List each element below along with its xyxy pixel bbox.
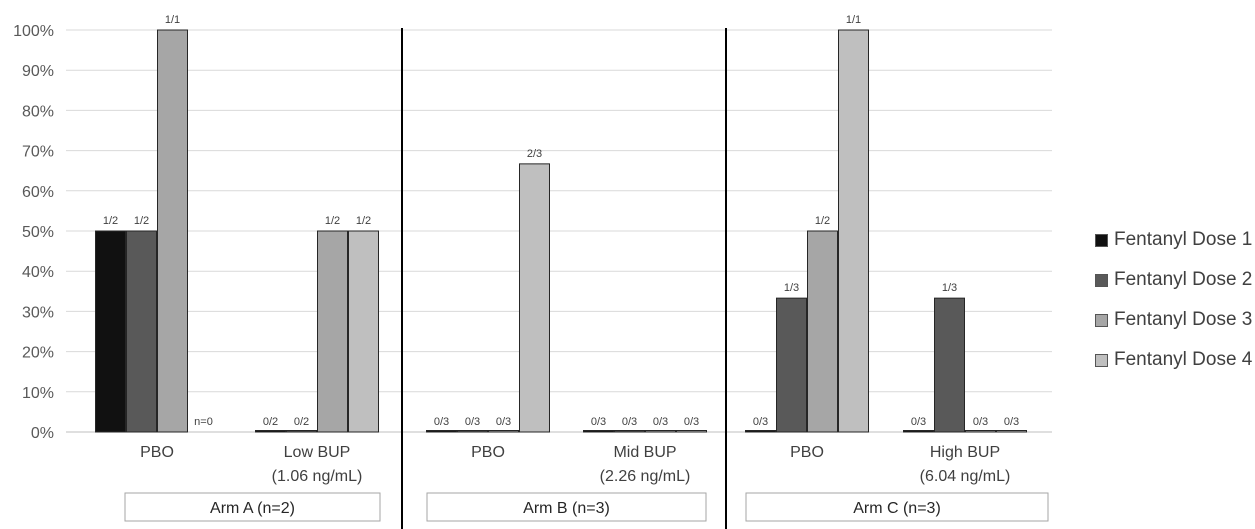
data-label: 0/3 — [591, 416, 606, 428]
data-label: 0/3 — [973, 416, 988, 428]
bar — [745, 430, 776, 433]
data-label: 0/2 — [294, 416, 309, 428]
y-tick-label: 40% — [22, 264, 54, 281]
arm-box — [745, 492, 1049, 522]
bar — [645, 430, 676, 433]
legend: Fentanyl Dose 1 Fentanyl Dose 2 Fentanyl… — [1095, 220, 1252, 380]
bar — [776, 297, 807, 433]
category-label: PBO — [471, 444, 505, 461]
data-label: 2/3 — [527, 148, 542, 160]
arm-label-boxes: Arm A (n=2) Arm B (n=3) Arm C (n=3) — [124, 492, 1049, 522]
bar — [838, 29, 869, 433]
bar — [157, 29, 188, 433]
legend-item-dose-4: Fentanyl Dose 4 — [1095, 340, 1252, 380]
data-label: 0/3 — [911, 416, 926, 428]
legend-item-dose-1: Fentanyl Dose 1 — [1095, 220, 1252, 260]
bar — [255, 430, 286, 433]
data-label: 0/3 — [622, 416, 637, 428]
arm-box — [124, 492, 381, 522]
legend-swatch-dose-3 — [1095, 313, 1108, 327]
category-label: (1.06 ng/mL) — [272, 468, 363, 485]
data-label: 1/1 — [165, 14, 180, 26]
legend-item-dose-2: Fentanyl Dose 2 — [1095, 260, 1252, 300]
data-label: 0/3 — [465, 416, 480, 428]
data-label: 1/1 — [846, 14, 861, 26]
arm-dividers — [401, 28, 727, 529]
gridlines — [66, 29, 1052, 433]
y-tick-label: 70% — [22, 144, 54, 161]
y-tick-label: 100% — [13, 23, 54, 40]
legend-label-dose-3: Fentanyl Dose 3 — [1114, 309, 1253, 330]
arm-label: Arm A (n=2) — [210, 500, 295, 517]
legend-swatch-dose-2 — [1095, 273, 1108, 287]
data-label: 0/3 — [753, 416, 768, 428]
bar — [965, 430, 996, 433]
legend-label-dose-2: Fentanyl Dose 2 — [1114, 269, 1253, 290]
data-label: 0/3 — [434, 416, 449, 428]
y-tick-label: 10% — [22, 385, 54, 402]
category-label: PBO — [790, 444, 824, 461]
bar — [126, 230, 157, 433]
bar — [903, 430, 934, 433]
y-tick-label: 20% — [22, 345, 54, 362]
data-label: 1/2 — [134, 215, 149, 227]
y-tick-label: 50% — [22, 224, 54, 241]
y-tick-label: 90% — [22, 63, 54, 80]
data-label: 0/2 — [263, 416, 278, 428]
bar — [348, 230, 379, 433]
arm-box — [426, 492, 707, 522]
data-label: 0/3 — [1004, 416, 1019, 428]
data-label: 1/3 — [942, 282, 957, 294]
y-tick-label: 30% — [22, 304, 54, 321]
category-label: Mid BUP — [613, 444, 676, 461]
y-tick-label: 0% — [31, 425, 54, 442]
legend-item-dose-3: Fentanyl Dose 3 — [1095, 300, 1252, 340]
data-label: 0/3 — [496, 416, 511, 428]
bar — [457, 430, 488, 433]
bar — [614, 430, 645, 433]
category-label: (2.26 ng/mL) — [600, 468, 691, 485]
arm-label: Arm C (n=3) — [853, 500, 941, 517]
category-labels: PBO Low BUP (1.06 ng/mL) PBO Mid BUP (2.26 ng… — [140, 444, 1010, 485]
arm-label: Arm B (n=3) — [523, 500, 610, 517]
data-label: 1/2 — [815, 215, 830, 227]
data-label: 1/2 — [103, 215, 118, 227]
data-label: 1/3 — [784, 282, 799, 294]
bar — [95, 230, 126, 433]
bar — [676, 430, 707, 433]
data-label: 0/3 — [653, 416, 668, 428]
legend-swatch-dose-4 — [1095, 353, 1108, 367]
data-label: 1/2 — [325, 215, 340, 227]
bar — [996, 430, 1027, 433]
bar — [583, 430, 614, 433]
bar — [934, 297, 965, 433]
category-label: Low BUP — [284, 444, 351, 461]
data-label: 0/3 — [684, 416, 699, 428]
bar — [286, 430, 317, 433]
data-labels: 1/2 1/2 1/1 n=0 0/2 0/2 1/2 1/2 0/3 0/3 0/3 2/3 0/3 0… — [103, 14, 1019, 428]
bar — [488, 430, 519, 433]
category-label: High BUP — [930, 444, 1000, 461]
legend-swatch-dose-1 — [1095, 233, 1108, 247]
bar — [426, 430, 457, 433]
y-tick-label: 80% — [22, 103, 54, 120]
category-label: (6.04 ng/mL) — [920, 468, 1011, 485]
bar — [317, 230, 348, 433]
data-label: 1/2 — [356, 215, 371, 227]
legend-label-dose-1: Fentanyl Dose 1 — [1114, 229, 1253, 250]
data-label: n=0 — [194, 416, 213, 428]
bar — [807, 230, 838, 433]
category-label: PBO — [140, 444, 174, 461]
bar — [519, 163, 550, 433]
legend-label-dose-4: Fentanyl Dose 4 — [1114, 349, 1253, 370]
bars — [95, 29, 1027, 433]
y-axis-tick-labels: 0% 10% 20% 30% 40% 50% 60% 70% 80% 90% 100% — [13, 23, 54, 442]
y-tick-label: 60% — [22, 184, 54, 201]
